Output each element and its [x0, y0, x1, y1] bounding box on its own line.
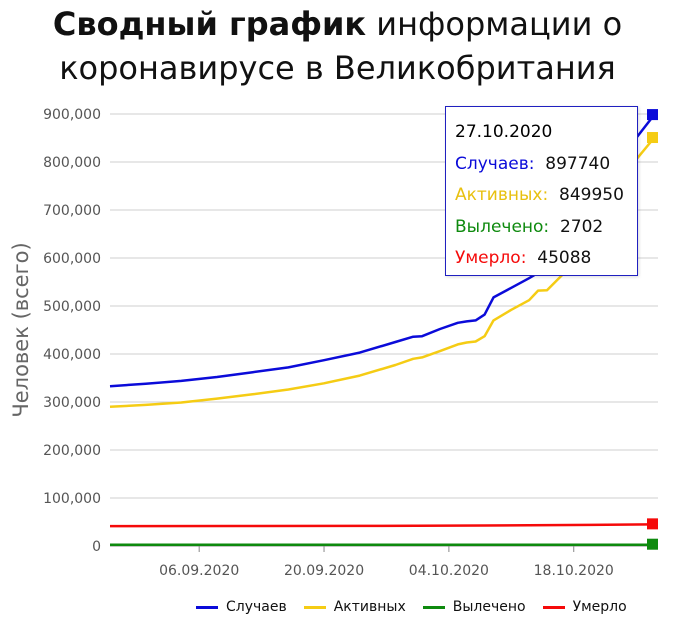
legend-swatch-recovered: [422, 605, 445, 609]
y-tick-label: 900,000: [43, 107, 101, 123]
tooltip-label-recovered: Вылечено:: [455, 216, 550, 237]
legend-label-deaths: Умерло: [572, 599, 627, 615]
tooltip-value-deaths: 45088: [537, 248, 592, 268]
chart-legend: Случаев Активных Вылечено Умерло: [196, 597, 627, 617]
x-tick-label: 04.10.2020: [409, 563, 489, 579]
tooltip-label-active: Активных:: [455, 185, 549, 205]
y-tick-label: 500,000: [43, 299, 101, 315]
chart-title: Сводный график информации о коронавирусе…: [0, 2, 675, 90]
end-marker-active: [647, 132, 658, 144]
end-marker-deaths: [647, 518, 658, 530]
legend-label-cases: Случаев: [226, 599, 287, 615]
tooltip-value-active: 849950: [559, 185, 624, 205]
tooltip-label-deaths: Умерло:: [455, 248, 527, 268]
tooltip-label-cases: Случаев:: [455, 153, 535, 174]
end-marker-recovered: [647, 538, 658, 550]
x-tick-label: 18.10.2020: [534, 563, 614, 579]
tooltip-row-deaths: Умерло: 45088: [455, 243, 637, 275]
series-line-deaths: [109, 523, 655, 528]
y-tick-label: 200,000: [43, 443, 101, 459]
chart-title-line-1: Сводный график информации о: [0, 2, 675, 46]
y-tick-label: 400,000: [43, 347, 101, 363]
y-tick-label: 700,000: [43, 203, 101, 219]
y-tick-label: 100,000: [43, 491, 101, 507]
tooltip-row-cases: Случаев: 897740: [455, 149, 637, 181]
hover-tooltip: 27.10.2020 Случаев: 897740 Активных: 849…: [445, 106, 638, 276]
legend-item-cases[interactable]: Случаев: [196, 599, 287, 615]
gridlines: [110, 113, 658, 547]
legend-item-recovered[interactable]: Вылечено: [422, 599, 526, 615]
series-end-markers: [647, 109, 658, 550]
legend-swatch-active: [303, 605, 326, 609]
y-tick-labels: 0 100,000 200,000 300,000 400,000 500,000 600,…: [43, 107, 101, 555]
y-tick-label: 300,000: [43, 395, 101, 411]
tooltip-date: 27.10.2020: [455, 122, 553, 142]
legend-swatch-cases: [196, 605, 218, 609]
y-tick-label: 0: [92, 539, 101, 555]
chart-title-line-2: коронавирусе в Великобритания: [59, 49, 616, 87]
legend-swatch-deaths: [542, 605, 565, 609]
x-tick-label: 06.09.2020: [159, 563, 239, 579]
legend-label-active: Активных: [333, 599, 406, 615]
end-marker-cases: [647, 109, 658, 121]
x-tick-labels: 06.09.2020 20.09.2020 04.10.2020 18.10.2020: [159, 546, 614, 579]
tooltip-row-active: Активных: 849950: [455, 180, 637, 212]
tooltip-value-recovered: 2702: [559, 216, 604, 237]
legend-item-deaths[interactable]: Умерло: [542, 599, 627, 615]
tooltip-value-cases: 897740: [545, 153, 611, 174]
chart-title-rest: информации о: [366, 5, 623, 43]
x-tick-label: 20.09.2020: [284, 563, 364, 579]
legend-label-recovered: Вылечено: [452, 599, 526, 615]
legend-item-active[interactable]: Активных: [303, 599, 406, 615]
y-tick-label: 600,000: [43, 251, 101, 267]
chart-title-bold: Сводный график: [52, 5, 367, 43]
y-tick-label: 800,000: [43, 155, 101, 171]
tooltip-row-recovered: Вылечено: 2702: [455, 212, 637, 244]
y-axis-label: Человек (всего): [9, 242, 33, 417]
